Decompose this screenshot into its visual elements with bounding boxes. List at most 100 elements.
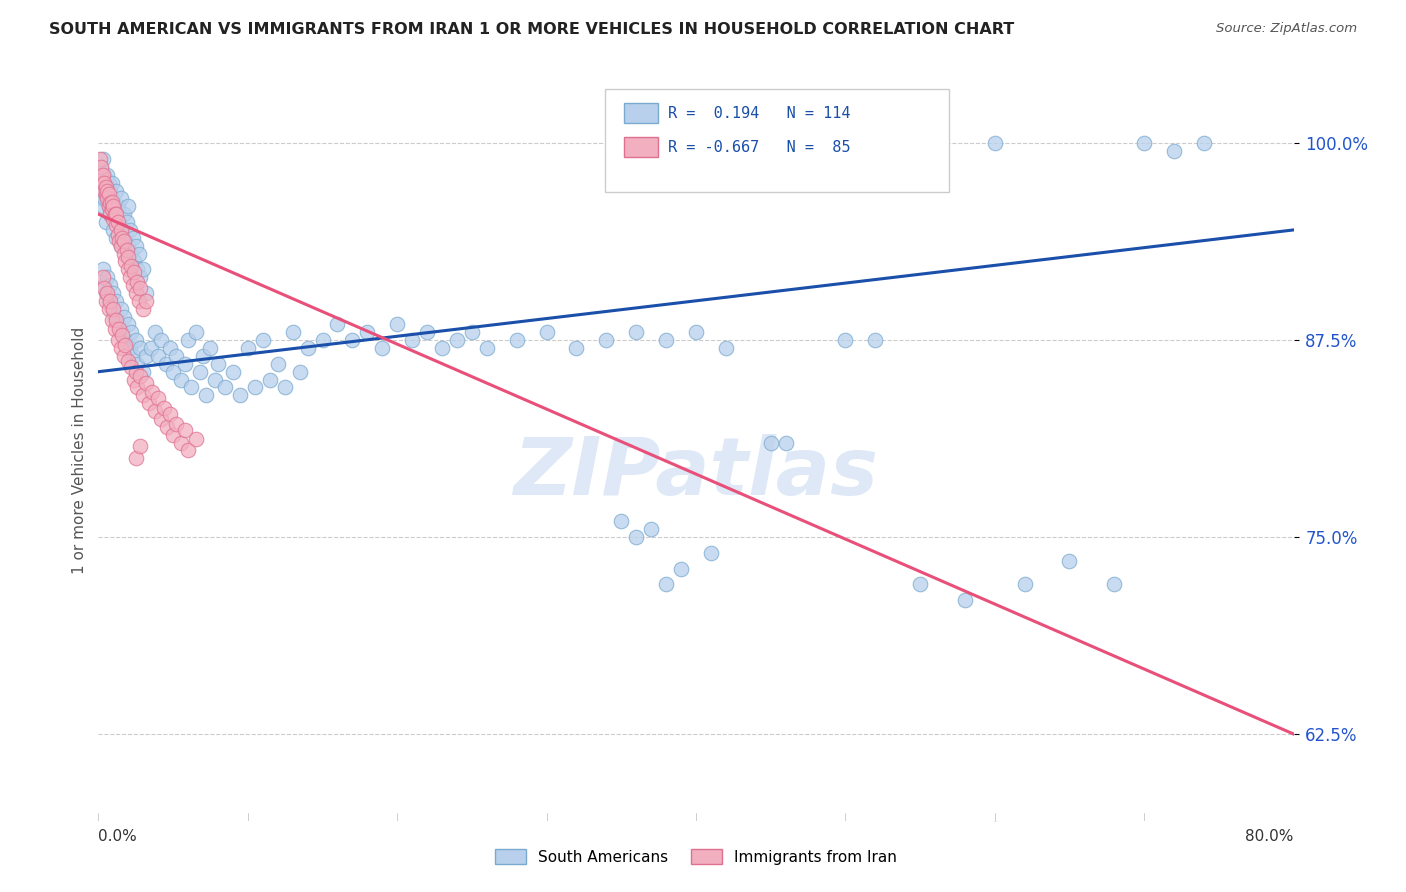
Point <box>288 365 311 379</box>
Point <box>169 435 191 450</box>
Point <box>155 357 177 371</box>
Point <box>111 326 134 340</box>
Point <box>97 293 120 308</box>
Point <box>108 215 131 229</box>
Point <box>97 186 120 201</box>
Point <box>141 385 163 400</box>
Point <box>103 301 125 316</box>
Point <box>114 231 136 245</box>
Point <box>138 396 160 410</box>
Point <box>536 326 558 340</box>
Point <box>112 310 135 324</box>
Point <box>117 353 139 368</box>
Point <box>94 293 117 308</box>
Point <box>94 186 117 201</box>
Point <box>195 388 218 402</box>
Point <box>114 338 136 352</box>
Point <box>626 530 648 544</box>
Point <box>91 176 114 190</box>
Point <box>107 227 129 242</box>
Point <box>96 285 118 300</box>
Point <box>640 522 662 536</box>
Point <box>385 318 409 332</box>
Text: R = -0.667   N =  85: R = -0.667 N = 85 <box>668 140 851 154</box>
Point <box>93 191 115 205</box>
Point <box>118 223 141 237</box>
Point <box>132 388 155 402</box>
Point <box>124 254 146 268</box>
Point <box>104 310 127 324</box>
Point <box>110 191 132 205</box>
Point <box>274 380 297 394</box>
Point <box>1104 577 1126 591</box>
Point <box>91 270 114 285</box>
Point <box>759 435 782 450</box>
Point <box>114 333 136 347</box>
Point <box>112 349 135 363</box>
Point <box>105 218 128 232</box>
Point <box>222 365 245 379</box>
Point <box>125 365 148 379</box>
Point <box>124 373 146 387</box>
Point <box>121 278 143 293</box>
Point <box>834 333 856 347</box>
Point <box>101 194 124 209</box>
Point <box>229 388 252 402</box>
Point <box>90 160 112 174</box>
Point <box>129 341 152 355</box>
Point <box>159 341 181 355</box>
Point <box>153 401 176 415</box>
Point <box>110 341 132 355</box>
Point <box>110 238 132 252</box>
Point <box>1059 554 1081 568</box>
Point <box>98 184 122 198</box>
Point <box>105 231 128 245</box>
Point <box>120 246 142 260</box>
Point <box>610 514 633 528</box>
Point <box>98 278 122 293</box>
Point <box>626 326 648 340</box>
Point <box>107 199 129 213</box>
Point <box>117 199 139 213</box>
Point <box>150 333 173 347</box>
Point <box>214 380 236 394</box>
Point <box>117 318 139 332</box>
Point <box>96 184 118 198</box>
Point <box>101 312 124 326</box>
Point <box>204 373 226 387</box>
Point <box>259 373 281 387</box>
Point <box>101 301 124 316</box>
Point <box>139 341 162 355</box>
Point <box>908 577 931 591</box>
Point <box>112 234 135 248</box>
Point <box>103 199 125 213</box>
Point <box>89 152 111 166</box>
Point <box>135 349 157 363</box>
Point <box>112 207 135 221</box>
Point <box>104 207 127 221</box>
Point <box>121 349 143 363</box>
Point <box>103 199 125 213</box>
Point <box>104 207 127 221</box>
Point <box>121 231 143 245</box>
Point <box>103 223 125 237</box>
Point <box>105 312 128 326</box>
Point <box>135 285 157 300</box>
Point <box>105 293 128 308</box>
Point <box>129 270 152 285</box>
Point <box>135 376 157 390</box>
Point <box>506 333 529 347</box>
Point <box>150 412 173 426</box>
Point <box>129 439 152 453</box>
Point <box>125 238 148 252</box>
Point <box>89 176 111 190</box>
Point <box>180 380 202 394</box>
Point <box>120 259 142 273</box>
Point <box>169 373 191 387</box>
Point <box>91 176 114 190</box>
Point <box>98 293 122 308</box>
Point <box>107 318 129 332</box>
Point <box>565 341 588 355</box>
Point <box>446 333 468 347</box>
Point <box>98 196 122 211</box>
